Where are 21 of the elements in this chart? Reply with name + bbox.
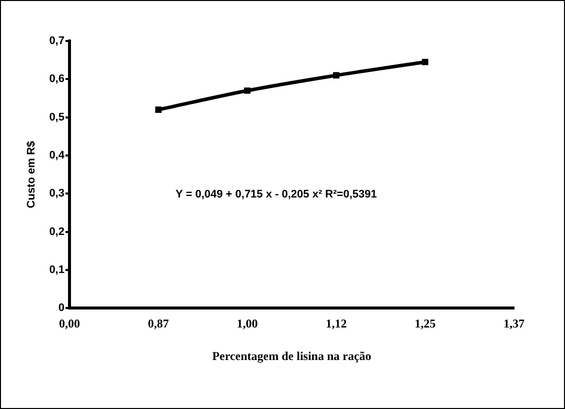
x-tick-label: 1,25: [414, 316, 436, 330]
y-tick-label: 0,2: [49, 226, 64, 238]
y-tick-label: 0,3: [49, 188, 64, 200]
x-tick-label: 1,37: [504, 316, 524, 330]
y-tick-label: 0,6: [49, 73, 64, 86]
point: [422, 58, 428, 66]
y-tick-label: 0: [58, 302, 64, 314]
point: [155, 106, 162, 113]
point: [333, 72, 340, 79]
x-tick-label: 0,00: [58, 316, 80, 330]
point: [244, 87, 250, 94]
annotation: Y = 0,049 + 0,715 x - 0,205 x² R²=0,5391: [176, 188, 377, 201]
x-tick-label: 0,87: [148, 316, 169, 330]
y-tick-label: 0,7: [49, 35, 64, 48]
y-tick-label: 0,4: [49, 150, 66, 162]
x-axis-title: Percentagem de lisina na ração: [212, 348, 372, 363]
x-tick-label: 1,00: [236, 316, 258, 330]
y-tick-label: 0,5: [49, 111, 64, 124]
x-tick-label: 1,12: [326, 316, 347, 330]
y-axis-title: Custo em R$: [26, 140, 38, 208]
y-tick-label: 0,1: [49, 264, 64, 276]
